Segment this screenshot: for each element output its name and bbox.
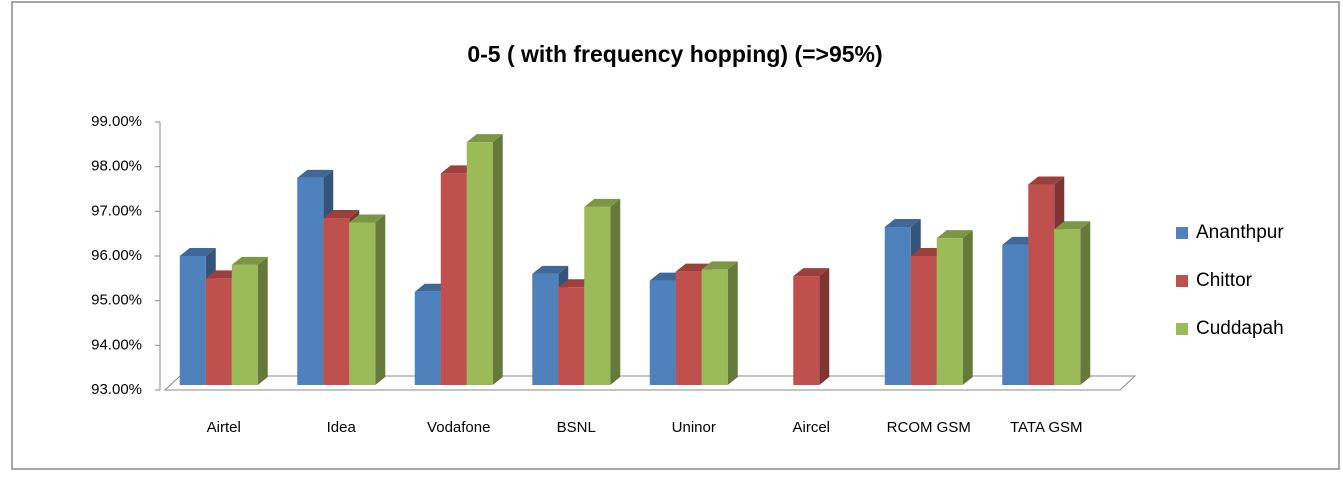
bar (1054, 229, 1081, 385)
y-tick-label: 94.00% (91, 336, 142, 353)
bar-top (231, 256, 268, 265)
bar-side (819, 268, 830, 385)
x-tick-label: Vodafone (427, 419, 490, 436)
bar (231, 264, 258, 385)
bar-top (1054, 221, 1091, 230)
bar (701, 269, 728, 385)
x-tick-label: Airtel (207, 419, 241, 436)
bar-side (610, 198, 621, 385)
bar (179, 256, 206, 385)
bar-top (179, 248, 216, 256)
x-tick-label: TATA GSM (1010, 419, 1083, 436)
bar (884, 226, 911, 385)
x-tick-label: Idea (327, 419, 357, 436)
x-tick-label: RCOM GSM (887, 419, 971, 436)
y-tick-label: 93.00% (91, 381, 142, 398)
bar (675, 271, 702, 385)
bar-top (532, 265, 569, 274)
x-tick-label: Aircel (792, 419, 830, 436)
bar (297, 177, 324, 385)
bar-side (375, 214, 386, 385)
legend-label: Chittor (1196, 270, 1253, 291)
bar-top (323, 210, 360, 219)
bar-side (257, 256, 268, 385)
bar (205, 278, 232, 385)
bar (1002, 244, 1029, 385)
y-tick-label: 95.00% (91, 292, 142, 309)
chart-frame (11, 1, 1340, 470)
legend-label: Ananthpur (1196, 222, 1284, 243)
bar (936, 238, 963, 385)
bar (414, 291, 441, 385)
y-tick-label: 96.00% (91, 247, 142, 264)
legend-swatch (1176, 323, 1188, 335)
bar-top (793, 268, 830, 277)
bar-side (962, 230, 973, 385)
bar-top (936, 230, 973, 239)
bar (440, 173, 467, 385)
bar-top (466, 134, 503, 143)
bar-side (1080, 221, 1091, 385)
bar-side (492, 134, 503, 385)
bar-top (1028, 176, 1065, 185)
legend-label: Cuddapah (1196, 318, 1284, 339)
bar (558, 287, 585, 385)
bar-top (297, 169, 334, 178)
bar-side (727, 261, 738, 385)
bar (584, 206, 611, 385)
chart-title: 0-5 ( with frequency hopping) (=>95%) (467, 41, 882, 67)
legend-swatch (1176, 275, 1188, 287)
y-tick-label: 98.00% (91, 158, 142, 175)
bar (1028, 184, 1055, 385)
bar (649, 280, 676, 385)
bar (349, 222, 376, 385)
bar (323, 218, 350, 385)
x-tick-label: BSNL (557, 419, 596, 436)
bar-top (349, 214, 386, 223)
bar (910, 256, 937, 385)
x-tick-label: Uninor (672, 419, 716, 436)
y-tick-label: 97.00% (91, 202, 142, 219)
bar (793, 276, 820, 385)
legend-swatch (1176, 227, 1188, 239)
bar (466, 142, 493, 385)
y-tick-label: 99.00% (91, 113, 142, 130)
bar-top (884, 218, 921, 227)
bar-top (701, 261, 738, 270)
bar-top (584, 198, 621, 207)
bar (532, 273, 559, 385)
